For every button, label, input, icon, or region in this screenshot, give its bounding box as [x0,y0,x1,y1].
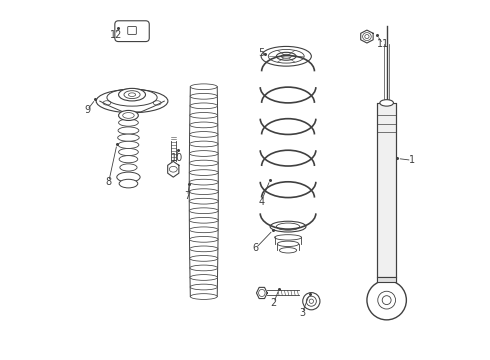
Text: 3: 3 [299,308,305,318]
Ellipse shape [303,293,320,310]
Ellipse shape [190,103,218,109]
Ellipse shape [190,294,217,300]
Ellipse shape [190,150,218,156]
Ellipse shape [190,131,218,137]
Ellipse shape [119,179,138,188]
Ellipse shape [119,156,138,163]
Ellipse shape [380,100,393,106]
Text: 6: 6 [253,243,259,253]
Ellipse shape [190,141,218,147]
Ellipse shape [119,111,138,121]
Text: 12: 12 [110,30,122,40]
Ellipse shape [367,280,406,320]
Ellipse shape [190,265,218,271]
Text: 7: 7 [185,191,191,201]
FancyBboxPatch shape [115,21,149,41]
Ellipse shape [189,217,218,223]
Ellipse shape [190,237,218,242]
Text: 11: 11 [377,39,389,49]
Ellipse shape [189,198,218,204]
Ellipse shape [189,208,218,213]
Ellipse shape [190,246,218,252]
Ellipse shape [190,284,218,290]
Text: 9: 9 [84,105,90,115]
Ellipse shape [189,160,218,166]
Text: 8: 8 [106,177,112,187]
Ellipse shape [190,94,218,99]
Ellipse shape [190,84,217,90]
Ellipse shape [189,170,218,175]
Ellipse shape [96,89,168,113]
Ellipse shape [261,46,311,66]
Text: 2: 2 [270,298,277,308]
Ellipse shape [274,235,301,240]
Ellipse shape [190,122,218,128]
Bar [377,277,396,282]
Ellipse shape [117,172,140,182]
Ellipse shape [118,141,139,148]
Ellipse shape [190,227,218,233]
Ellipse shape [189,179,218,185]
Ellipse shape [279,248,296,253]
Ellipse shape [119,88,146,101]
Ellipse shape [119,119,138,126]
Text: 1: 1 [409,155,415,165]
Text: 5: 5 [258,48,264,58]
Text: 4: 4 [258,197,264,207]
Ellipse shape [118,127,139,134]
Ellipse shape [118,134,139,141]
Ellipse shape [270,221,306,232]
Ellipse shape [190,256,218,261]
Ellipse shape [190,112,218,118]
Ellipse shape [119,148,138,156]
Ellipse shape [120,164,137,171]
Text: 10: 10 [171,153,183,163]
Ellipse shape [190,275,218,280]
Ellipse shape [277,241,299,247]
Bar [377,103,396,277]
Ellipse shape [189,189,218,194]
